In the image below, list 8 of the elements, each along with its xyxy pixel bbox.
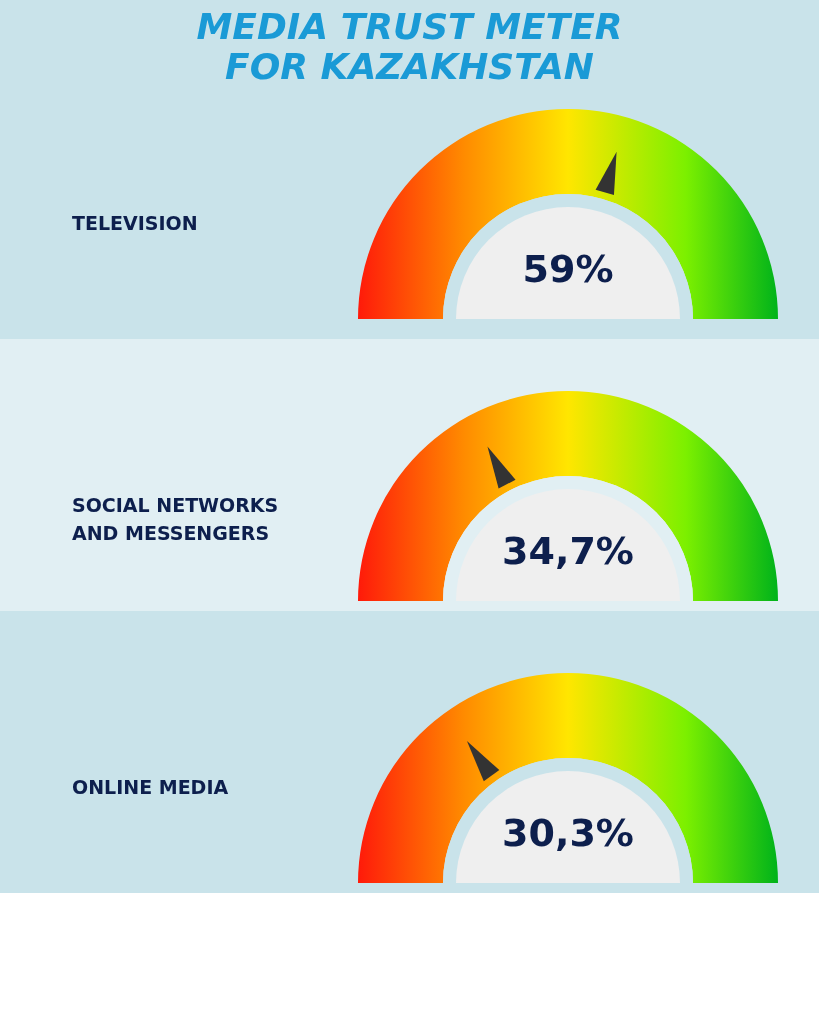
text: FOR KAZAKHSTAN bbox=[225, 46, 594, 87]
data-label: 34,7% bbox=[502, 529, 634, 573]
category-label: ONLINE MEDIA bbox=[72, 776, 229, 798]
category-label: SOCIAL NETWORKS AND MESSENGERS bbox=[72, 494, 279, 544]
data-label: 30,3% bbox=[502, 811, 634, 855]
category-label: TELEVISION bbox=[72, 212, 198, 234]
text: MEDIA TRUST METER bbox=[196, 6, 623, 47]
data-label: 59% bbox=[522, 247, 614, 291]
